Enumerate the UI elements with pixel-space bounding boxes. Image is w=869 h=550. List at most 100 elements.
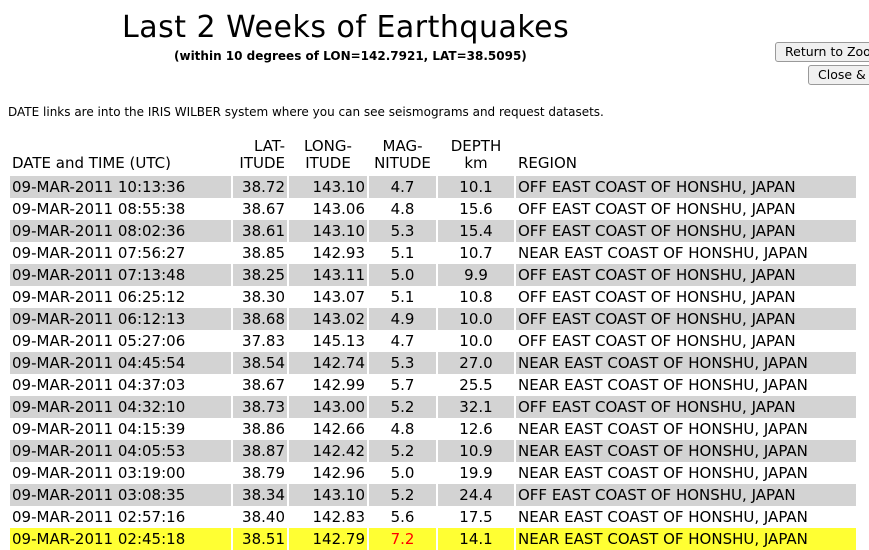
date-wilber-link[interactable]: 09-MAR-2011 08:02:36	[12, 222, 186, 240]
cell-latitude: 38.87	[233, 440, 287, 462]
header-depth: DEPTH km	[450, 137, 502, 172]
cell-region: OFF EAST COAST OF HONSHU, JAPAN	[516, 396, 856, 418]
cell-region: NEAR EAST COAST OF HONSHU, JAPAN	[516, 418, 856, 440]
cell-region: OFF EAST COAST OF HONSHU, JAPAN	[516, 484, 856, 506]
cell-latitude: 38.54	[233, 352, 287, 374]
table-row: 09-MAR-2011 08:02:36 38.61 143.10 5.3 15.4 OF…	[10, 220, 856, 242]
cell-magnitude: 5.1	[369, 242, 436, 264]
date-wilber-link[interactable]: 09-MAR-2011 08:55:38	[12, 200, 186, 218]
cell-longitude: 143.10	[289, 484, 367, 506]
cell-date: 09-MAR-2011 07:56:27	[10, 242, 231, 264]
table-row: 09-MAR-2011 07:56:27 38.85 142.93 5.1 10.7 NE…	[10, 242, 856, 264]
cell-depth: 10.0	[438, 330, 514, 352]
header-region: REGION	[518, 154, 577, 172]
cell-latitude: 38.79	[233, 462, 287, 484]
table-row: 09-MAR-2011 04:05:53 38.87 142.42 5.2 10.9 NE…	[10, 440, 856, 462]
cell-magnitude: 4.8	[369, 198, 436, 220]
cell-date: 09-MAR-2011 03:08:35	[10, 484, 231, 506]
cell-magnitude: 5.0	[369, 462, 436, 484]
date-wilber-link[interactable]: 09-MAR-2011 07:13:48	[12, 266, 186, 284]
table-row: 09-MAR-2011 06:12:13 38.68 143.02 4.9 10.0 OF…	[10, 308, 856, 330]
cell-magnitude: 5.3	[369, 220, 436, 242]
cell-region: NEAR EAST COAST OF HONSHU, JAPAN	[516, 462, 856, 484]
cell-depth: 10.7	[438, 242, 514, 264]
date-wilber-link[interactable]: 09-MAR-2011 03:08:35	[12, 486, 186, 504]
table-row: 09-MAR-2011 08:55:38 38.67 143.06 4.8 15.6 OF…	[10, 198, 856, 220]
cell-latitude: 38.67	[233, 198, 287, 220]
cell-longitude: 142.83	[289, 506, 367, 528]
date-wilber-link[interactable]: 09-MAR-2011 02:45:18	[12, 530, 186, 548]
cell-depth: 15.4	[438, 220, 514, 242]
date-wilber-link[interactable]: 09-MAR-2011 04:32:10	[12, 398, 186, 416]
date-wilber-link[interactable]: 09-MAR-2011 06:25:12	[12, 288, 186, 306]
cell-magnitude: 5.2	[369, 396, 436, 418]
table-row: 09-MAR-2011 10:13:36 38.72 143.10 4.7 10.1 OF…	[10, 176, 856, 198]
cell-magnitude: 4.7	[369, 330, 436, 352]
date-wilber-link[interactable]: 09-MAR-2011 07:56:27	[12, 244, 186, 262]
cell-depth: 10.8	[438, 286, 514, 308]
cell-region: NEAR EAST COAST OF HONSHU, JAPAN	[516, 506, 856, 528]
cell-depth: 15.6	[438, 198, 514, 220]
cell-region: OFF EAST COAST OF HONSHU, JAPAN	[516, 330, 856, 352]
cell-date: 09-MAR-2011 05:27:06	[10, 330, 231, 352]
cell-latitude: 38.40	[233, 506, 287, 528]
header-date-time: DATE and TIME (UTC)	[12, 154, 171, 172]
date-wilber-link[interactable]: 09-MAR-2011 04:15:39	[12, 420, 186, 438]
cell-latitude: 38.68	[233, 308, 287, 330]
date-wilber-link[interactable]: 09-MAR-2011 05:27:06	[12, 332, 186, 350]
date-wilber-link[interactable]: 09-MAR-2011 02:57:16	[12, 508, 186, 526]
cell-depth: 19.9	[438, 462, 514, 484]
table-row: 09-MAR-2011 04:15:39 38.86 142.66 4.8 12.6 NE…	[10, 418, 856, 440]
cell-depth: 10.0	[438, 308, 514, 330]
cell-magnitude: 5.3	[369, 352, 436, 374]
header-longitude: LONG- ITUDE	[304, 137, 352, 172]
cell-longitude: 143.06	[289, 198, 367, 220]
cell-longitude: 142.42	[289, 440, 367, 462]
return-to-zoom-button[interactable]: Return to Zoom	[775, 42, 869, 62]
cell-region: OFF EAST COAST OF HONSHU, JAPAN	[516, 286, 856, 308]
cell-longitude: 142.66	[289, 418, 367, 440]
date-wilber-link[interactable]: 09-MAR-2011 03:19:00	[12, 464, 186, 482]
cell-date: 09-MAR-2011 08:02:36	[10, 220, 231, 242]
date-links-note: DATE links are into the IRIS WILBER syst…	[8, 105, 604, 119]
cell-longitude: 145.13	[289, 330, 367, 352]
cell-date: 09-MAR-2011 04:05:53	[10, 440, 231, 462]
cell-longitude: 142.93	[289, 242, 367, 264]
cell-latitude: 38.30	[233, 286, 287, 308]
cell-region: NEAR EAST COAST OF HONSHU, JAPAN	[516, 352, 856, 374]
cell-longitude: 143.10	[289, 220, 367, 242]
cell-longitude: 142.74	[289, 352, 367, 374]
cell-magnitude: 5.2	[369, 440, 436, 462]
cell-region: NEAR EAST COAST OF HONSHU, JAPAN	[516, 528, 856, 550]
date-wilber-link[interactable]: 09-MAR-2011 06:12:13	[12, 310, 186, 328]
cell-longitude: 142.99	[289, 374, 367, 396]
cell-region: OFF EAST COAST OF HONSHU, JAPAN	[516, 198, 856, 220]
cell-region: NEAR EAST COAST OF HONSHU, JAPAN	[516, 374, 856, 396]
date-wilber-link[interactable]: 09-MAR-2011 04:37:03	[12, 376, 186, 394]
cell-date: 09-MAR-2011 06:25:12	[10, 286, 231, 308]
date-wilber-link[interactable]: 09-MAR-2011 04:05:53	[12, 442, 186, 460]
cell-depth: 32.1	[438, 396, 514, 418]
date-wilber-link[interactable]: 09-MAR-2011 10:13:36	[12, 178, 186, 196]
cell-longitude: 143.10	[289, 176, 367, 198]
cell-latitude: 38.72	[233, 176, 287, 198]
cell-depth: 14.1	[438, 528, 514, 550]
cell-region: OFF EAST COAST OF HONSHU, JAPAN	[516, 308, 856, 330]
cell-magnitude: 7.2	[369, 528, 436, 550]
cell-date: 09-MAR-2011 10:13:36	[10, 176, 231, 198]
cell-longitude: 142.96	[289, 462, 367, 484]
cell-date: 09-MAR-2011 04:45:54	[10, 352, 231, 374]
cell-region: OFF EAST COAST OF HONSHU, JAPAN	[516, 220, 856, 242]
cell-magnitude: 5.2	[369, 484, 436, 506]
table-row: 09-MAR-2011 02:45:18 38.51 142.79 7.2 14.1 NE…	[10, 528, 856, 550]
page-subtitle: (within 10 degrees of LON=142.7921, LAT=…	[174, 49, 527, 63]
cell-longitude: 143.00	[289, 396, 367, 418]
close-and-exit-button[interactable]: Close & Exit	[808, 65, 869, 85]
cell-latitude: 37.83	[233, 330, 287, 352]
cell-latitude: 38.85	[233, 242, 287, 264]
date-wilber-link[interactable]: 09-MAR-2011 04:45:54	[12, 354, 186, 372]
cell-magnitude: 5.7	[369, 374, 436, 396]
cell-longitude: 143.02	[289, 308, 367, 330]
cell-depth: 25.5	[438, 374, 514, 396]
table-row: 09-MAR-2011 02:57:16 38.40 142.83 5.6 17.5 NE…	[10, 506, 856, 528]
